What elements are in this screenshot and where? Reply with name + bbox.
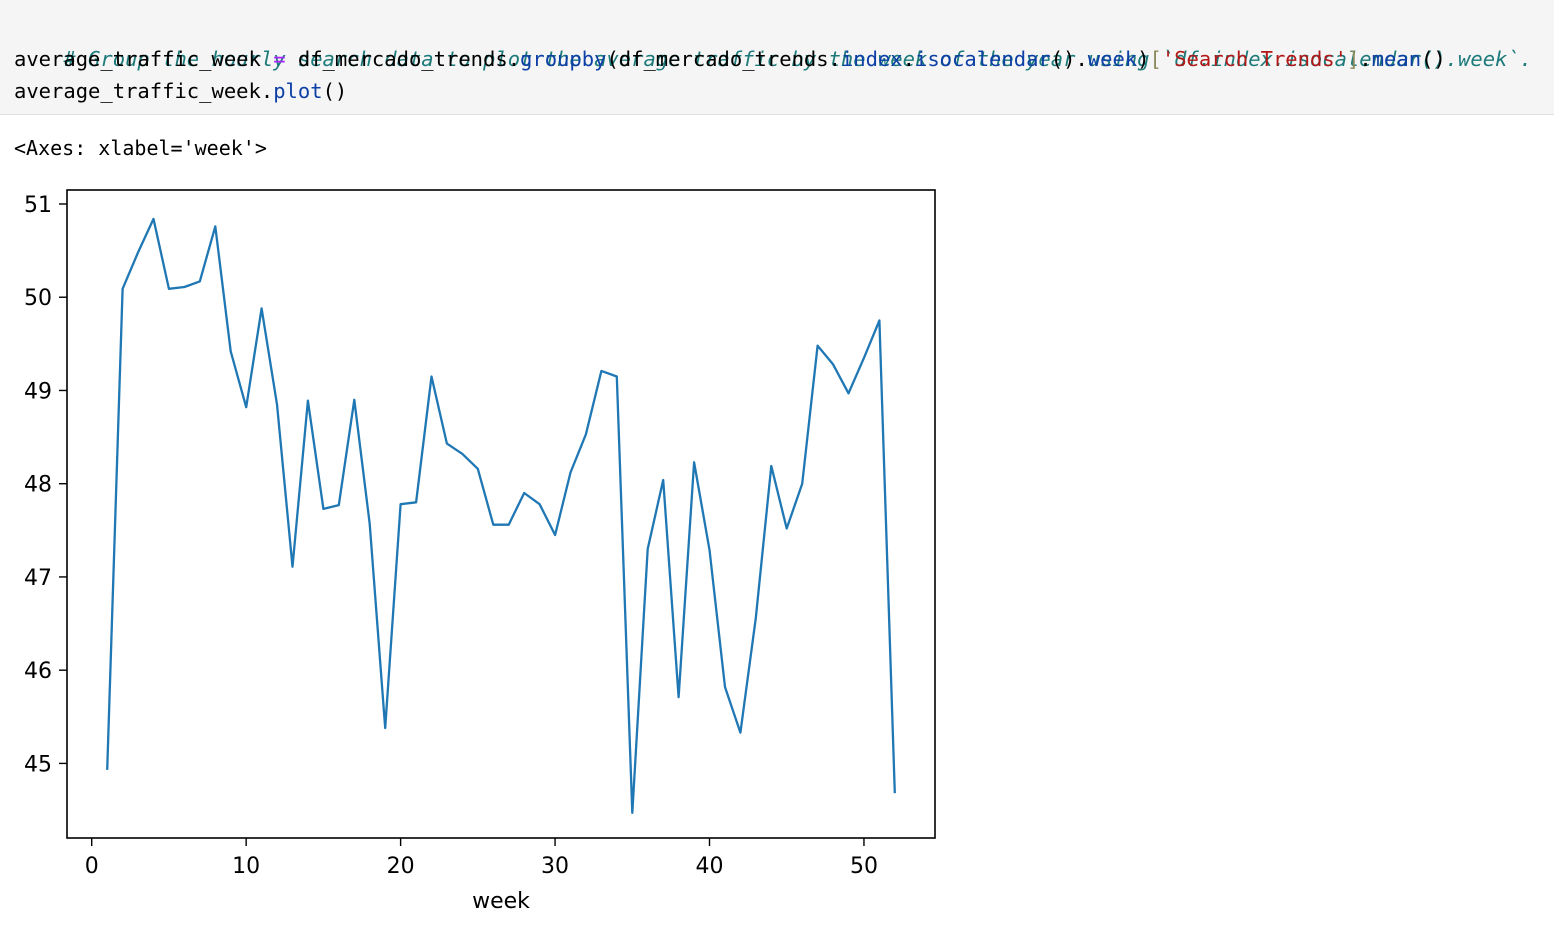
code-token-name: average_traffic_week. (14, 79, 274, 103)
code-line-groupby: average_traffic_week = df_mercado_trends… (14, 43, 1446, 75)
code-token-name: (df_mercado_trends. (606, 47, 841, 71)
x-tick-label: 0 (85, 854, 99, 879)
y-axis: 45 46 47 48 49 50 51 (24, 193, 67, 777)
y-tick-label: 45 (24, 752, 52, 777)
code-token-bracket: ] (1347, 47, 1360, 71)
code-token-name: average_traffic_week (14, 47, 274, 71)
x-tick-label: 20 (387, 854, 415, 879)
code-token-name: () (322, 79, 348, 103)
plot-area-frame (66, 189, 936, 839)
y-tick-label: 48 (24, 473, 52, 498)
y-tick-label: 49 (24, 379, 52, 404)
x-tick-label: 40 (696, 854, 724, 879)
code-token-builtin: mean (1371, 47, 1422, 71)
code-line-plot: average_traffic_week.plot() (14, 75, 347, 107)
code-token-builtin: index (840, 47, 903, 71)
code-token-name: . (902, 47, 915, 71)
code-token-name: () (1421, 47, 1446, 71)
code-token-name: (). (1050, 47, 1088, 71)
code-token-string: 'Search Trends' (1161, 47, 1347, 71)
code-token-bracket: [ (1149, 47, 1162, 71)
cell-output-repr: <Axes: xlabel='week'> (14, 136, 267, 160)
code-token-operator: = (273, 47, 286, 71)
x-tick-label: 50 (850, 854, 878, 879)
code-comment: # Group the hourly search data to plot t… (63, 47, 1533, 71)
code-token-builtin: groupby (520, 47, 607, 71)
code-token-name: ) (1137, 47, 1150, 71)
x-tick-label: 30 (541, 854, 569, 879)
x-axis: 0 10 20 30 40 50 (85, 838, 878, 879)
code-token-name: df_mercado_trends. (285, 47, 521, 71)
code-comment-line: # Group the hourly search data to plot t… (14, 11, 1532, 107)
series-line-search-trends (106, 217, 896, 814)
x-axis-label: week (472, 889, 530, 914)
x-tick-label: 10 (232, 854, 260, 879)
code-cell-input[interactable]: # Group the hourly search data to plot t… (0, 0, 1554, 115)
code-token-builtin: isocalendar (915, 47, 1051, 71)
y-tick-label: 51 (24, 193, 52, 218)
y-tick-label: 47 (24, 566, 52, 591)
y-tick-label: 46 (24, 659, 52, 684)
code-token-builtin: plot (273, 79, 323, 103)
code-token-builtin: week (1087, 47, 1138, 71)
y-tick-label: 50 (24, 286, 52, 311)
code-token-name: . (1359, 47, 1372, 71)
